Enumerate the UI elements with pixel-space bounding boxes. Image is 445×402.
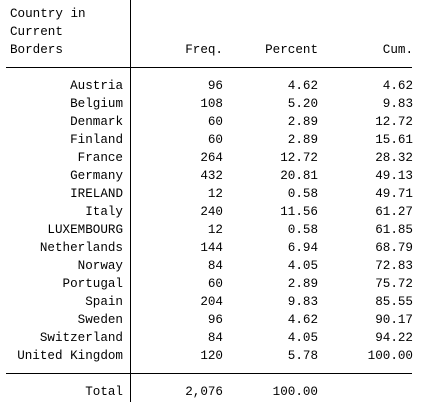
row-percent: 0.58 [287,187,318,201]
row-freq: 120 [200,349,223,363]
row-cum: 90.17 [375,313,413,327]
row-freq: 60 [207,115,223,129]
row-cum: 61.85 [375,223,413,237]
row-freq: 84 [207,331,223,345]
row-label: France [77,151,123,165]
row-freq: 84 [207,259,223,273]
row-cum: 85.55 [375,295,413,309]
row-freq: 204 [200,295,223,309]
row-percent: 4.05 [287,331,318,345]
row-cum: 28.32 [375,151,413,165]
row-freq: 240 [200,205,223,219]
row-cum: 72.83 [375,259,413,273]
row-freq: 60 [207,133,223,147]
row-label: Spain [85,295,123,309]
row-freq: 432 [200,169,223,183]
row-percent: 20.81 [280,169,318,183]
row-cum: 61.27 [375,205,413,219]
row-freq: 60 [207,277,223,291]
row-cum: 94.22 [375,331,413,345]
row-label: Germany [70,169,123,183]
column-header-percent: Percent [265,43,318,57]
row-cum: 75.72 [375,277,413,291]
row-percent: 12.72 [280,151,318,165]
row-freq: 12 [207,223,223,237]
column-header-freq: Freq. [185,43,223,57]
row-percent: 4.62 [287,313,318,327]
header-separator-line [6,67,412,68]
row-label: Italy [85,205,123,219]
row-label: Sweden [77,313,123,327]
variable-label-line-3: Borders [10,43,63,57]
row-label: Norway [77,259,123,273]
row-freq: 12 [207,187,223,201]
row-cum: 100.00 [367,349,413,363]
row-label: Denmark [70,115,123,129]
row-freq: 96 [207,313,223,327]
row-percent: 4.05 [287,259,318,273]
row-cum: 9.83 [382,97,413,111]
row-percent: 6.94 [287,241,318,255]
row-cum: 49.71 [375,187,413,201]
row-cum: 15.61 [375,133,413,147]
row-label: Netherlands [39,241,123,255]
row-percent: 5.20 [287,97,318,111]
row-cum: 12.72 [375,115,413,129]
total-separator-line [6,373,412,374]
total-percent: 100.00 [272,385,318,399]
row-percent: 4.62 [287,79,318,93]
row-percent: 2.89 [287,277,318,291]
variable-label-line-2: Current [10,25,63,39]
row-cum: 49.13 [375,169,413,183]
row-percent: 0.58 [287,223,318,237]
row-percent: 2.89 [287,115,318,129]
variable-label-line-1: Country in [10,7,86,21]
row-label: Austria [70,79,123,93]
row-label: LUXEMBOURG [47,223,123,237]
row-label: United Kingdom [17,349,123,363]
row-label: IRELAND [70,187,123,201]
stub-divider-line [130,0,131,402]
row-freq: 144 [200,241,223,255]
row-percent: 11.56 [280,205,318,219]
row-freq: 108 [200,97,223,111]
row-label: Switzerland [39,331,123,345]
row-label: Portugal [62,277,123,291]
row-cum: 68.79 [375,241,413,255]
row-label: Belgium [70,97,123,111]
row-percent: 2.89 [287,133,318,147]
total-label: Total [85,385,123,399]
total-freq: 2,076 [185,385,223,399]
row-label: Finland [70,133,123,147]
row-freq: 264 [200,151,223,165]
row-percent: 5.78 [287,349,318,363]
column-header-cum: Cum. [382,43,413,57]
row-percent: 9.83 [287,295,318,309]
row-cum: 4.62 [382,79,413,93]
row-freq: 96 [207,79,223,93]
